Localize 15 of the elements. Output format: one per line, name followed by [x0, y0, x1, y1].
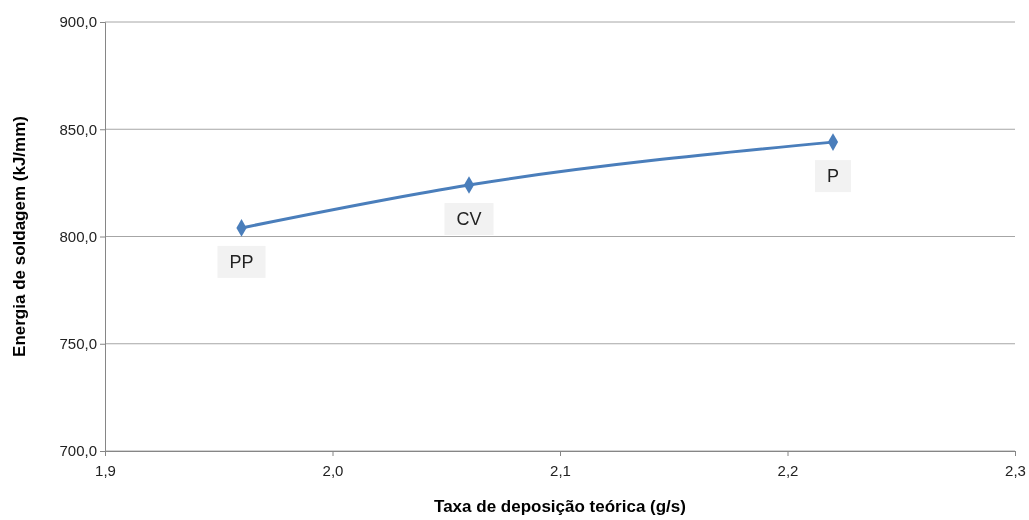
- x-tick-label: 1,9: [95, 461, 116, 479]
- annotation: P: [826, 166, 840, 187]
- y-tick-label: 750,0: [59, 335, 97, 353]
- x-axis-title: Taxa de deposição teórica (g/s): [434, 497, 686, 516]
- x-tick-label: 2,3: [1005, 461, 1026, 479]
- y-tick-label: 700,0: [59, 442, 97, 460]
- y-tick-label: 900,0: [59, 13, 97, 31]
- y-tick-label: 850,0: [59, 120, 97, 138]
- x-tick-label: 2,0: [322, 461, 344, 479]
- x-tick-label: 2,1: [550, 461, 571, 479]
- annotation: CV: [456, 209, 482, 230]
- annotation: PP: [229, 251, 254, 272]
- y-axis-title: Energia de soldagem (kJ/mm): [10, 116, 29, 357]
- x-tick-label: 2,2: [777, 461, 799, 479]
- y-tick-label: 800,0: [59, 227, 97, 245]
